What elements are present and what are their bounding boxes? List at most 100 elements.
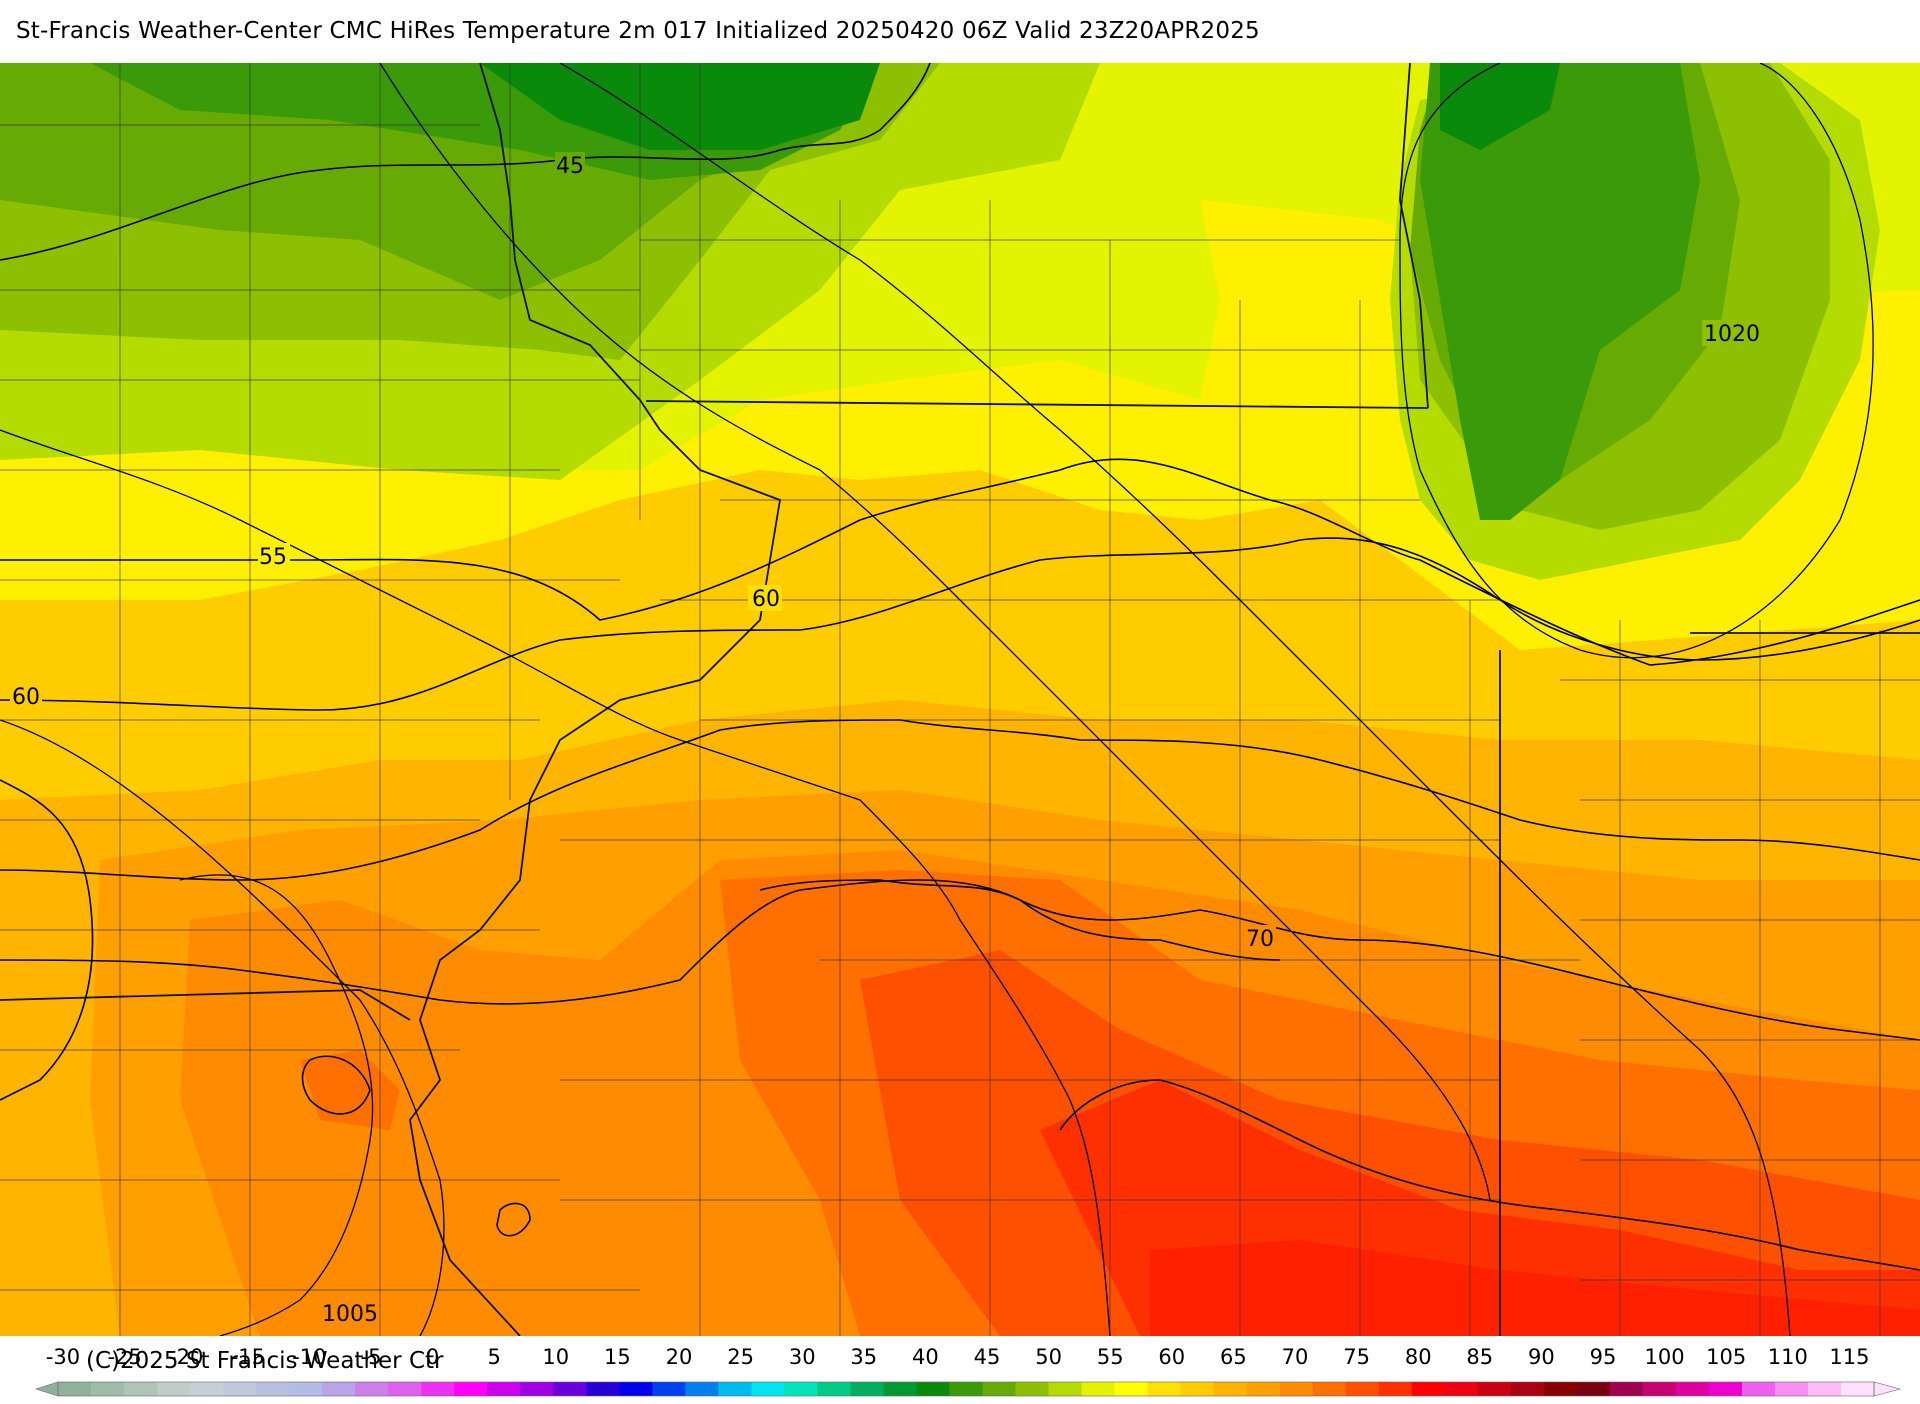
- colorbar-tick-label: 70: [1282, 1345, 1309, 1369]
- temperature-map: 45 55 60 60 70 1020 1005: [0, 63, 1920, 1336]
- colorbar-ticks: -30 -25 -20 -15 -10 -5 0 5 10 15 20 25 30 35 40 45 50 55 6…: [46, 1345, 1870, 1369]
- colorbar-swatch: [487, 1382, 521, 1396]
- colorbar-swatch: [223, 1382, 257, 1396]
- colorbar-swatch: [1477, 1382, 1512, 1396]
- colorbar-swatch: [1543, 1382, 1578, 1396]
- colorbar-tick-label: 115: [1829, 1345, 1869, 1369]
- colorbar-swatch: [157, 1382, 191, 1396]
- colorbar-swatch: [1576, 1382, 1611, 1396]
- colorbar-swatch: [883, 1382, 917, 1396]
- colorbar-swatch: [1147, 1382, 1182, 1396]
- colorbar-tick-label: 90: [1528, 1345, 1555, 1369]
- colorbar-swatch: [1081, 1382, 1116, 1396]
- colorbar-swatch: [1114, 1382, 1149, 1396]
- colorbar-swatch: [784, 1382, 818, 1396]
- temperature-colorbar: -30 -25 -20 -15 -10 -5 0 5 10 15 20 25 30 35 40 45 50 55 6…: [0, 1336, 1920, 1400]
- state-boundaries: [0, 63, 1920, 1336]
- colorbar-swatch: [751, 1382, 785, 1396]
- colorbar-swatch: [1279, 1382, 1314, 1396]
- colorbar-tick-label: 15: [604, 1345, 631, 1369]
- colorbar-swatch: [916, 1382, 950, 1396]
- colorbar-swatch: [190, 1382, 224, 1396]
- pressure-contours: [0, 63, 1874, 1336]
- colorbar-swatch: [949, 1382, 984, 1396]
- colorbar-max-arrow: [1873, 1381, 1902, 1397]
- colorbar-swatch: [718, 1382, 752, 1396]
- colorbar-swatch: [289, 1382, 323, 1396]
- colorbar-swatch: [454, 1382, 488, 1396]
- colorbar-tick-label: 80: [1405, 1345, 1432, 1369]
- colorbar-tick-label: 25: [727, 1345, 754, 1369]
- copyright-text: (C)2025 St Francis Weather Ctr: [86, 1348, 444, 1374]
- temperature-fill: [0, 63, 1920, 1336]
- colorbar-swatch: [1213, 1382, 1248, 1396]
- colorbar-tick-label: -5: [361, 1345, 382, 1369]
- colorbar-swatch: [124, 1382, 158, 1396]
- colorbar-swatch: [1807, 1382, 1842, 1396]
- colorbar-tick-label: 95: [1590, 1345, 1617, 1369]
- contour-label-70: 70: [1246, 927, 1274, 952]
- colorbar-tick-label: 40: [912, 1345, 939, 1369]
- colorbar-swatch: [1741, 1382, 1776, 1396]
- colorbar-tick-label: 60: [1158, 1345, 1185, 1369]
- colorbar-swatch: [58, 1382, 92, 1396]
- colorbar-tick-label: 0: [426, 1345, 439, 1369]
- colorbar-swatch: [553, 1382, 587, 1396]
- colorbar-swatch: [1609, 1382, 1644, 1396]
- colorbar-tick-label: 100: [1645, 1345, 1685, 1369]
- colorbar-swatch: [1048, 1382, 1083, 1396]
- colorbar-tick-label: 35: [850, 1345, 877, 1369]
- colorbar-tick-label: 50: [1035, 1345, 1062, 1369]
- colorbar-swatch: [1708, 1382, 1743, 1396]
- colorbar-swatches: [35, 1381, 1902, 1397]
- colorbar-tick-label: 5: [488, 1345, 501, 1369]
- contour-label-45: 45: [556, 154, 584, 179]
- colorbar-swatch: [1312, 1382, 1347, 1396]
- colorbar-swatch: [685, 1382, 719, 1396]
- colorbar-tick-label: 55: [1097, 1345, 1124, 1369]
- colorbar-swatch: [1015, 1382, 1050, 1396]
- colorbar-swatch: [817, 1382, 851, 1396]
- colorbar-swatch: [1774, 1382, 1809, 1396]
- colorbar-swatch: [355, 1382, 389, 1396]
- colorbar-tick-label: 10: [542, 1345, 569, 1369]
- contour-label-60-center: 60: [752, 587, 780, 612]
- contour-labels: 45 55 60 60 70 1020 1005: [10, 152, 1760, 1327]
- colorbar-tick-label: -25: [107, 1345, 141, 1369]
- colorbar-swatch: [520, 1382, 554, 1396]
- contour-label-60-west: 60: [12, 685, 40, 710]
- colorbar-swatch: [652, 1382, 686, 1396]
- contour-label-1020: 1020: [1704, 322, 1760, 347]
- colorbar-swatch: [1642, 1382, 1677, 1396]
- colorbar-swatch: [1246, 1382, 1281, 1396]
- colorbar-swatch: [1411, 1382, 1446, 1396]
- colorbar-tick-label: -20: [169, 1345, 203, 1369]
- colorbar-swatch: [1840, 1382, 1875, 1396]
- colorbar-tick-label: 110: [1768, 1345, 1808, 1369]
- colorbar-swatch: [1510, 1382, 1545, 1396]
- colorbar-tick-label: -10: [292, 1345, 326, 1369]
- colorbar-min-arrow: [35, 1381, 59, 1397]
- colorbar-tick-label: 45: [974, 1345, 1001, 1369]
- colorbar-tick-label: 65: [1220, 1345, 1247, 1369]
- colorbar-swatch: [1444, 1382, 1479, 1396]
- colorbar-swatch: [1378, 1382, 1413, 1396]
- colorbar-tick-label: 75: [1343, 1345, 1370, 1369]
- colorbar-tick-label: 85: [1466, 1345, 1493, 1369]
- colorbar-swatch: [91, 1382, 125, 1396]
- colorbar-swatch: [1180, 1382, 1215, 1396]
- colorbar-tick-label: 105: [1706, 1345, 1746, 1369]
- colorbar-swatch: [322, 1382, 356, 1396]
- colorbar-swatch: [982, 1382, 1017, 1396]
- colorbar-tick-label: -15: [231, 1345, 265, 1369]
- colorbar-swatch: [388, 1382, 422, 1396]
- map-title: St-Francis Weather-Center CMC HiRes Temp…: [16, 18, 1260, 44]
- colorbar-swatch: [586, 1382, 620, 1396]
- colorbar-tick-label: -30: [46, 1345, 80, 1369]
- contour-label-1005: 1005: [322, 1302, 378, 1327]
- contour-label-55: 55: [259, 545, 287, 570]
- colorbar-swatch: [1675, 1382, 1710, 1396]
- colorbar-swatch: [256, 1382, 290, 1396]
- colorbar-swatch: [850, 1382, 884, 1396]
- colorbar-tick-label: 20: [666, 1345, 693, 1369]
